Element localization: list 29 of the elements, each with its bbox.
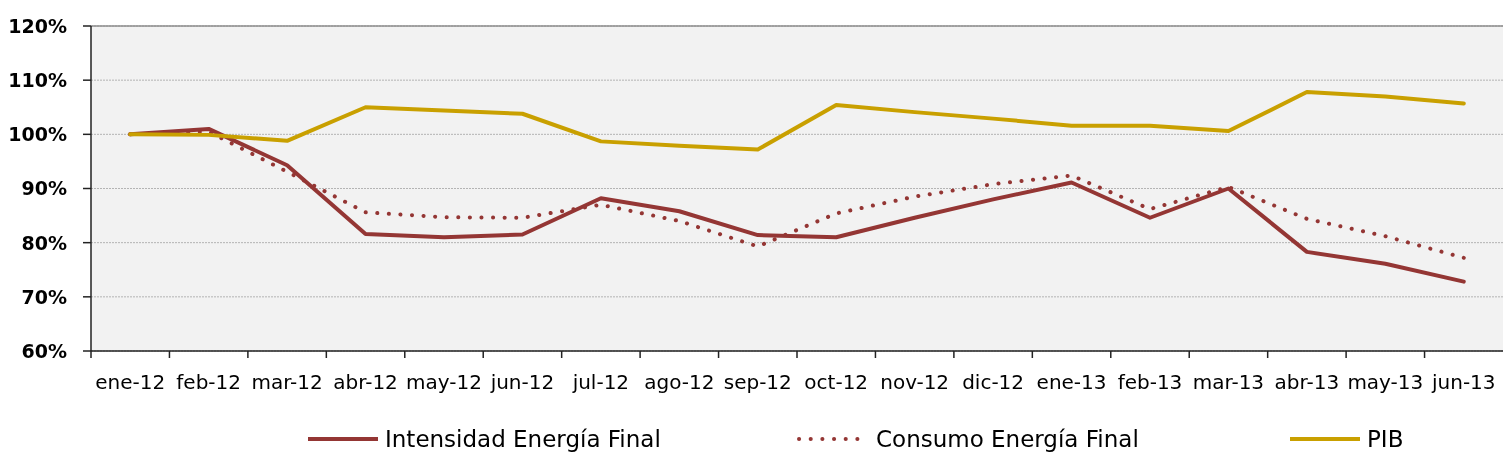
x-tick-label: jul-12	[571, 370, 630, 394]
x-tick-label: jun-13	[1430, 370, 1496, 394]
x-tick-label: may-13	[1347, 370, 1424, 394]
x-tick-label: ene-12	[95, 370, 166, 394]
y-tick-label: 100%	[8, 123, 67, 146]
y-tick-label: 90%	[21, 177, 67, 200]
x-tick-label: ago-12	[644, 370, 715, 394]
x-tick-label: mar-13	[1192, 370, 1265, 394]
x-tick-label: dic-12	[962, 370, 1025, 394]
x-tick-label: abr-12	[333, 370, 398, 394]
legend-label: Intensidad Energía Final	[385, 426, 661, 453]
y-tick-label: 70%	[21, 285, 67, 308]
legend-label: Consumo Energía Final	[876, 426, 1139, 453]
line-series	[128, 90, 1466, 152]
y-tick-label: 110%	[8, 69, 67, 92]
x-tick-label: ene-13	[1036, 370, 1107, 394]
x-tick-label: feb-12	[176, 370, 242, 394]
x-tick-label: feb-13	[1117, 370, 1183, 394]
x-tick-label: jun-12	[489, 370, 555, 394]
legend-label: PIB	[1367, 426, 1404, 453]
x-tick-label: may-12	[406, 370, 482, 394]
x-tick-label: nov-12	[880, 370, 950, 394]
x-tick-label: oct-12	[804, 370, 869, 394]
y-tick-label: 60%	[21, 339, 67, 362]
y-tick-label: 80%	[21, 231, 67, 254]
x-tick-label: mar-12	[251, 370, 323, 394]
x-tick-label: abr-13	[1274, 370, 1340, 394]
y-tick-label: 120%	[8, 14, 67, 37]
x-tick-label: sep-12	[723, 370, 792, 394]
